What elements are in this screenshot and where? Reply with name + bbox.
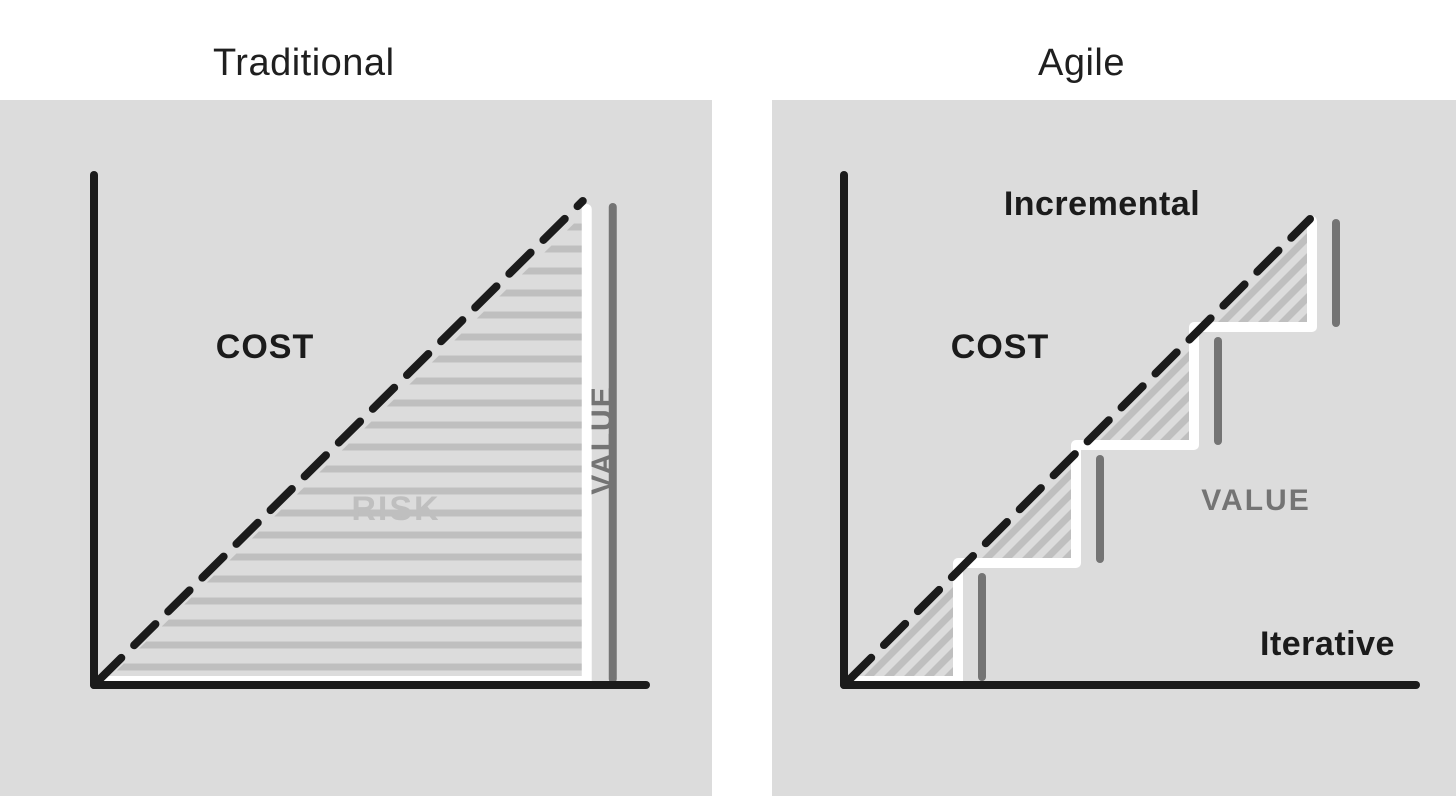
svg-text:Iterative: Iterative <box>1260 625 1395 663</box>
agile-panel: COST VALUE Incremental Iterative <box>772 100 1456 796</box>
svg-text:VALUE: VALUE <box>586 385 619 494</box>
svg-text:COST: COST <box>216 328 314 366</box>
traditional-title: Traditional <box>213 42 395 85</box>
svg-text:VALUE: VALUE <box>1201 484 1310 517</box>
traditional-panel: COST RISK VALUE <box>0 100 712 796</box>
agile-chart: COST VALUE Incremental Iterative <box>772 100 1456 796</box>
svg-text:COST: COST <box>951 328 1049 366</box>
svg-text:Incremental: Incremental <box>1004 185 1200 223</box>
svg-text:RISK: RISK <box>351 490 440 528</box>
agile-title: Agile <box>1038 42 1125 85</box>
traditional-chart: COST RISK VALUE <box>0 100 712 796</box>
